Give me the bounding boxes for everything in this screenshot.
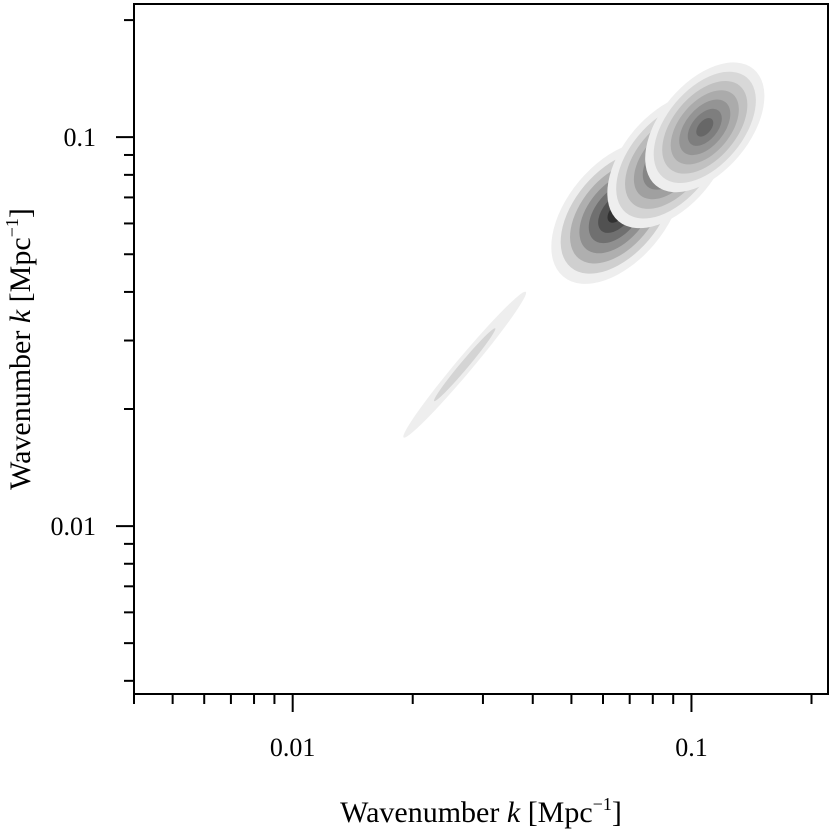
x-axis-label: Wavenumber k [Mpc−1] (340, 794, 622, 829)
x-axis-ticks: 0.01 0.1 (133, 694, 813, 762)
density-blob-3 (645, 62, 765, 193)
y-tick-label: 0.1 (64, 123, 97, 152)
x-axis-label-unit-sup: −1 (593, 794, 612, 814)
x-axis-label-var: k (507, 796, 521, 829)
plot-area (403, 62, 765, 438)
y-axis-ticks: 0.01 0.1 (51, 19, 134, 682)
y-axis-label-unit: [Mpc (4, 237, 37, 309)
x-axis-label-prefix: Wavenumber (340, 796, 507, 829)
y-axis-label: Wavenumber k [Mpc−1] (2, 208, 37, 490)
density-contour-level (434, 328, 496, 402)
y-axis-label-prefix: Wavenumber (4, 323, 37, 490)
density-blob-4 (403, 291, 527, 438)
x-axis-label-unit: [Mpc (520, 796, 592, 829)
y-axis-label-var: k (4, 309, 37, 323)
y-axis-label-unit-sup: −1 (2, 218, 22, 237)
x-tick-label: 0.1 (675, 733, 708, 762)
plot-frame (133, 3, 829, 695)
y-axis-label-close: ] (4, 208, 37, 218)
x-tick-label: 0.01 (270, 733, 316, 762)
density-contour-level (696, 118, 714, 137)
y-tick-label: 0.01 (51, 512, 97, 541)
x-axis-label-close: ] (612, 796, 622, 829)
